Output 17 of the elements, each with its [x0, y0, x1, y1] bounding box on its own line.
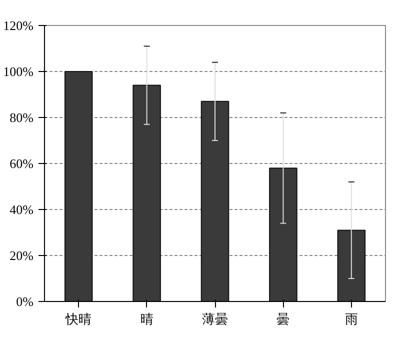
y-tick-label: 0% [16, 294, 34, 309]
x-tick-label: 曇 [276, 312, 290, 328]
bar [337, 230, 366, 302]
y-tick-label: 60% [10, 156, 34, 171]
x-tick-label: 快晴 [64, 312, 92, 328]
y-tick-label: 100% [3, 64, 34, 79]
y-tick-label: 20% [10, 248, 34, 263]
bar [269, 168, 298, 302]
bar [132, 84, 161, 302]
x-tick-label: 晴 [140, 312, 154, 328]
bar [200, 100, 230, 302]
x-tick-label: 薄曇 [202, 312, 228, 328]
y-tick-label: 80% [10, 110, 34, 125]
y-tick-label: 120% [3, 18, 34, 33]
y-tick-label: 40% [10, 202, 34, 217]
bar [64, 71, 93, 302]
x-tick-label: 雨 [344, 312, 358, 328]
